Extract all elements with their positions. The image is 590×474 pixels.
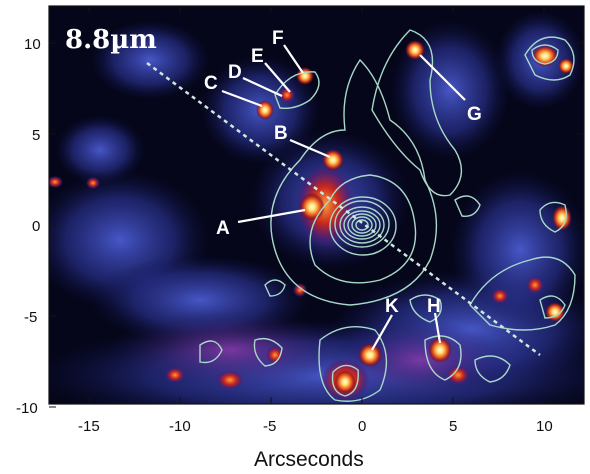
x-axis	[88, 6, 545, 404]
x-tick-labels: -15 -10 -5 0 5 10	[78, 418, 553, 435]
y-axis	[49, 42, 584, 408]
x-tick-label: -15	[78, 418, 100, 435]
x-axis-title: Arcseconds	[254, 448, 364, 471]
y-tick-labels: 10 5 0 -5 -10	[16, 36, 41, 417]
x-tick-label: -10	[169, 418, 191, 435]
source-label-a: A	[216, 218, 230, 239]
y-tick-label: -10	[16, 400, 38, 417]
source-label-c: C	[204, 73, 218, 94]
wavelength-label: 8.8µm	[65, 25, 157, 55]
source-label-f: F	[272, 28, 284, 49]
source-label-k: K	[385, 296, 399, 317]
y-tick-label: 10	[24, 36, 41, 53]
image-panel: A B C D E F G H K 8.8µm	[49, 6, 584, 404]
source-label-d: D	[228, 62, 242, 83]
dashed-axis-line	[146, 61, 541, 357]
source-label-g: G	[467, 104, 482, 125]
x-tick-label: 10	[536, 418, 553, 435]
y-tick-label: 5	[32, 127, 40, 144]
contours	[199, 29, 576, 402]
label-pointers	[221, 44, 466, 351]
source-label-e: E	[251, 46, 264, 67]
x-tick-label: 5	[449, 418, 457, 435]
source-label-h: H	[427, 296, 441, 317]
x-tick-label: 0	[358, 418, 366, 435]
plot-frame	[48, 5, 585, 405]
y-tick-label: 0	[32, 218, 40, 235]
source-label-b: B	[274, 123, 288, 144]
source-labels: A B C D E F G H K	[204, 28, 482, 317]
y-tick-label: -5	[24, 309, 37, 326]
x-tick-label: -5	[263, 418, 276, 435]
